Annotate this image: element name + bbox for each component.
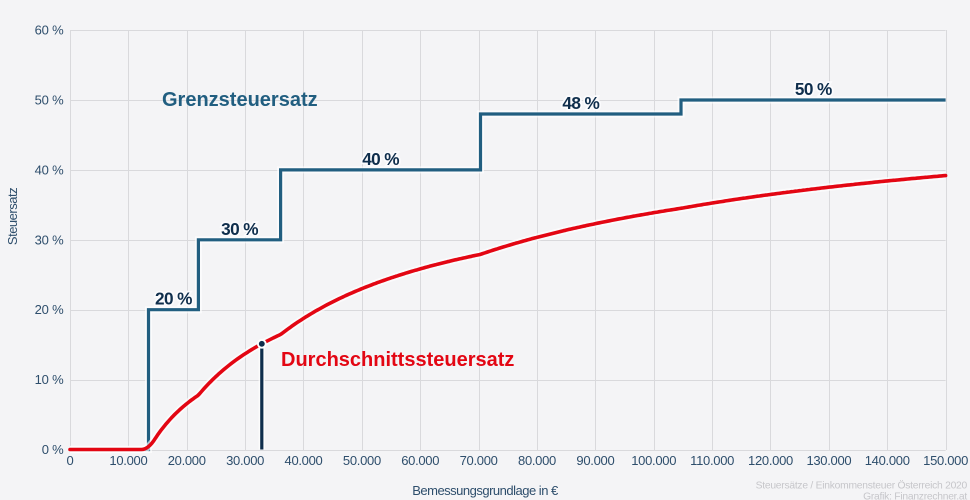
svg-text:Grenzsteuersatz: Grenzsteuersatz [162, 89, 318, 111]
svg-text:Steuersatz: Steuersatz [5, 188, 20, 245]
svg-text:Bemessungsgrundlage in €: Bemessungsgrundlage in € [412, 483, 559, 498]
svg-text:Grafik: Finanzrechner.at: Grafik: Finanzrechner.at [863, 491, 967, 500]
svg-text:80.000: 80.000 [518, 453, 556, 468]
svg-text:120.000: 120.000 [748, 453, 793, 468]
svg-text:30 %: 30 % [221, 219, 258, 239]
svg-text:140.000: 140.000 [865, 453, 910, 468]
svg-text:50 %: 50 % [35, 93, 64, 108]
svg-text:100.000: 100.000 [631, 453, 676, 468]
svg-text:50 %: 50 % [795, 79, 832, 99]
svg-text:0 %: 0 % [42, 442, 64, 457]
svg-text:130.000: 130.000 [806, 453, 851, 468]
svg-text:90.000: 90.000 [576, 453, 614, 468]
svg-text:30 %: 30 % [35, 232, 64, 247]
svg-text:20 %: 20 % [35, 302, 64, 317]
svg-text:40.000: 40.000 [285, 453, 323, 468]
svg-text:20.000: 20.000 [168, 453, 206, 468]
svg-text:60 %: 60 % [35, 23, 64, 38]
svg-text:110.000: 110.000 [690, 453, 734, 468]
svg-text:48 %: 48 % [562, 93, 599, 113]
svg-text:10 %: 10 % [35, 372, 64, 387]
svg-text:40 %: 40 % [35, 162, 64, 177]
svg-text:40 %: 40 % [362, 149, 399, 169]
svg-text:50.000: 50.000 [343, 453, 381, 468]
svg-text:30.000: 30.000 [226, 453, 264, 468]
svg-text:60.000: 60.000 [401, 453, 439, 468]
svg-text:70.000: 70.000 [460, 453, 498, 468]
svg-text:Durchschnittssteuersatz: Durchschnittssteuersatz [281, 349, 514, 371]
svg-text:0: 0 [67, 453, 74, 468]
svg-text:20 %: 20 % [155, 289, 192, 309]
svg-text:10.000: 10.000 [109, 453, 147, 468]
svg-text:Steuersätze / Einkommensteuer: Steuersätze / Einkommensteuer Österreich… [756, 480, 968, 492]
svg-text:150.000: 150.000 [923, 453, 968, 468]
